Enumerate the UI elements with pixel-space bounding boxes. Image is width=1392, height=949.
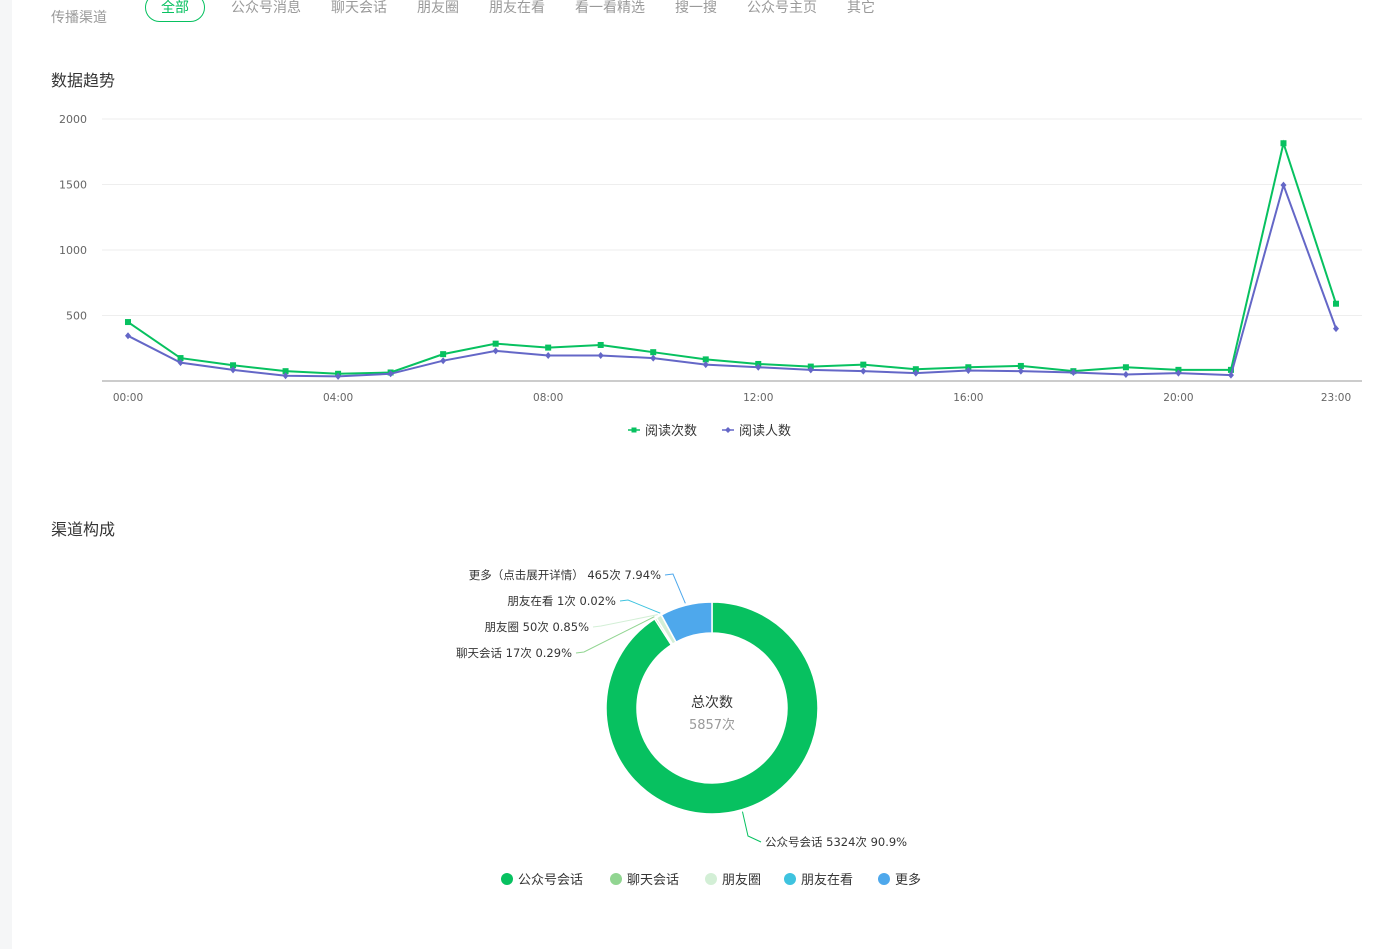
tab-chat-sessions[interactable]: 聊天会话: [331, 0, 387, 16]
tab-other[interactable]: 其它: [847, 0, 875, 16]
data-point: [545, 351, 552, 359]
donut-legend-label-2: 朋友圈: [722, 872, 761, 888]
callout-label-4: 更多（点击展开详情） 465次 7.94%: [469, 568, 661, 582]
left-strip: [0, 0, 12, 949]
tab-official-homepage[interactable]: 公众号主页: [747, 0, 817, 16]
series-line-0: [127, 139, 1337, 375]
callout-line-1: [575, 616, 655, 654]
data-point: [912, 369, 919, 377]
data-point: [650, 349, 657, 356]
channel-mix-section-title: 渠道构成: [51, 520, 116, 539]
data-point: [125, 332, 131, 340]
x-tick-label: 04:00: [323, 392, 353, 404]
x-tick-label: 20:00: [1163, 392, 1193, 404]
x-tick-label: 00:00: [113, 392, 143, 404]
callout-label-0: 公众号会话 5324次 90.9%: [765, 835, 907, 849]
channel-filter-bar: 传播渠道 全部 公众号消息 聊天会话 朋友圈 朋友在看 看一看精选 搜一搜 公众…: [51, 0, 905, 26]
data-point: [1227, 366, 1234, 373]
donut-slice-4: [660, 601, 713, 644]
data-point: [1280, 140, 1287, 147]
series-line-1: [127, 181, 1337, 378]
donut-center-title: 总次数: [691, 695, 733, 711]
data-point: [492, 340, 499, 347]
data-point: [597, 341, 604, 348]
data-point: [912, 366, 919, 373]
donut-legend-marker-4: [878, 873, 890, 885]
y-tick-label: 2000: [59, 113, 87, 126]
y-tick-label: 1500: [59, 179, 87, 192]
data-point: [965, 367, 972, 375]
callout-line-2: [592, 614, 658, 628]
data-point: [1070, 368, 1077, 376]
data-point: [282, 372, 289, 380]
tab-search[interactable]: 搜一搜: [675, 0, 717, 16]
channel-filter-label: 传播渠道: [51, 10, 107, 26]
donut-legend-marker-1: [610, 873, 622, 885]
x-tick-label: 16:00: [953, 392, 983, 404]
callout-line-0: [741, 811, 762, 843]
data-point: [545, 344, 552, 351]
data-point: [230, 362, 237, 369]
data-point: [177, 355, 184, 362]
x-tick-label: 08:00: [533, 392, 563, 404]
donut-legend-label-4: 更多: [895, 872, 921, 888]
donut-center-value: 5857次: [689, 717, 735, 733]
callout-label-2: 朋友圈 50次 0.85%: [485, 620, 590, 634]
tab-official-messages[interactable]: 公众号消息: [231, 0, 301, 16]
legend-label-1: 阅读人数: [739, 424, 791, 439]
data-point: [807, 366, 814, 374]
data-point: [860, 367, 867, 375]
donut-legend-marker-0: [501, 873, 513, 885]
data-point: [282, 368, 289, 375]
data-point: [1333, 300, 1339, 307]
x-tick-label: 23:00: [1321, 392, 1351, 404]
tab-moments[interactable]: 朋友圈: [417, 0, 459, 16]
data-point: [1333, 325, 1339, 333]
data-point: [597, 351, 604, 359]
donut-legend-label-3: 朋友在看: [801, 872, 853, 888]
data-point: [1175, 369, 1182, 377]
data-point: [1017, 367, 1024, 375]
data-point: [1017, 362, 1024, 369]
data-point: [1280, 181, 1287, 189]
donut-legend-label-1: 聊天会话: [627, 873, 679, 888]
trend-line-chart: 500 1000 1500 2000 00:00 04:00 08:00 12:00 16:00…: [59, 113, 1362, 439]
tab-all[interactable]: 全部: [145, 0, 205, 22]
data-point: [755, 363, 762, 371]
data-point: [125, 319, 131, 326]
data-point: [230, 366, 237, 374]
callout-line-4: [664, 573, 686, 604]
tab-top-stories[interactable]: 看一看精选: [575, 0, 645, 16]
legend-marker-1: [725, 427, 731, 433]
data-point: [1122, 370, 1129, 378]
legend-marker-0: [631, 427, 637, 433]
data-point: [702, 361, 709, 369]
data-point: [492, 347, 499, 355]
data-point: [702, 356, 709, 363]
data-point: [440, 351, 447, 358]
donut-legend-label-0: 公众号会话: [518, 873, 583, 888]
data-point: [1122, 364, 1129, 371]
donut-legend-marker-3: [784, 873, 796, 885]
data-point: [860, 361, 867, 368]
legend-label-0: 阅读次数: [645, 423, 697, 439]
x-tick-label: 12:00: [743, 392, 773, 404]
y-tick-label: 500: [66, 310, 87, 323]
tab-friends-watching[interactable]: 朋友在看: [489, 0, 545, 16]
data-point: [335, 372, 342, 380]
donut-slice-0: [605, 601, 819, 815]
y-tick-label: 1000: [59, 244, 87, 257]
data-point: [650, 354, 657, 362]
data-point: [387, 370, 394, 378]
donut-legend-marker-2: [705, 873, 717, 885]
data-point: [1227, 371, 1234, 379]
data-point: [440, 357, 447, 365]
callout-line-3: [619, 599, 661, 614]
data-point: [177, 359, 184, 367]
callout-label-1: 聊天会话 17次 0.29%: [456, 646, 572, 660]
trend-section-title: 数据趋势: [51, 71, 116, 90]
callout-label-3: 朋友在看 1次 0.02%: [507, 594, 616, 608]
